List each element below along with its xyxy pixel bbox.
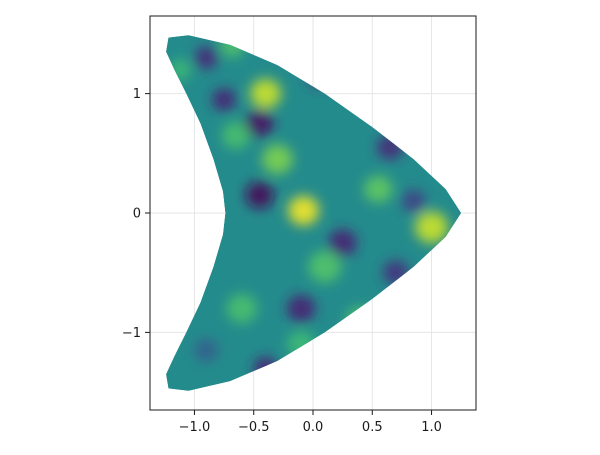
field-blob (226, 293, 258, 324)
field-blob (194, 338, 219, 362)
x-tick-label: 0.5 (362, 420, 383, 435)
field-blob (194, 46, 219, 70)
x-tick-label: 1.0 (421, 420, 442, 435)
field-blob (382, 260, 410, 286)
x-tick-label: −0.5 (238, 420, 270, 435)
field-blob (401, 189, 426, 213)
field-blob (377, 134, 404, 160)
axis-ticks: −1.0 −0.5 0.0 0.5 1.0 1 0 −1 (122, 87, 442, 435)
y-tick-label: 0 (133, 207, 141, 222)
field-blob (308, 250, 342, 283)
y-tick-label: −1 (122, 326, 141, 341)
field-blob (288, 195, 319, 226)
field-blob (250, 78, 281, 109)
field-blob (245, 109, 274, 138)
field-blob (245, 181, 274, 209)
field-blob (220, 35, 245, 58)
y-tick-label: 1 (133, 87, 141, 102)
field-blob (221, 121, 251, 150)
field-blob (392, 102, 424, 133)
field-blob (286, 330, 316, 358)
field-blob (414, 211, 449, 244)
field-blob (328, 229, 357, 257)
field-blob (253, 356, 278, 380)
x-tick-label: −1.0 (179, 420, 211, 435)
field-blob (363, 175, 393, 203)
field-blob (212, 88, 236, 111)
field-blob (307, 64, 331, 88)
field-blob (346, 306, 375, 335)
field-blob (286, 294, 316, 323)
field-blob (169, 59, 191, 80)
field-blob (425, 273, 450, 296)
x-tick-label: 0.0 (303, 420, 324, 435)
field-blob (262, 144, 293, 175)
